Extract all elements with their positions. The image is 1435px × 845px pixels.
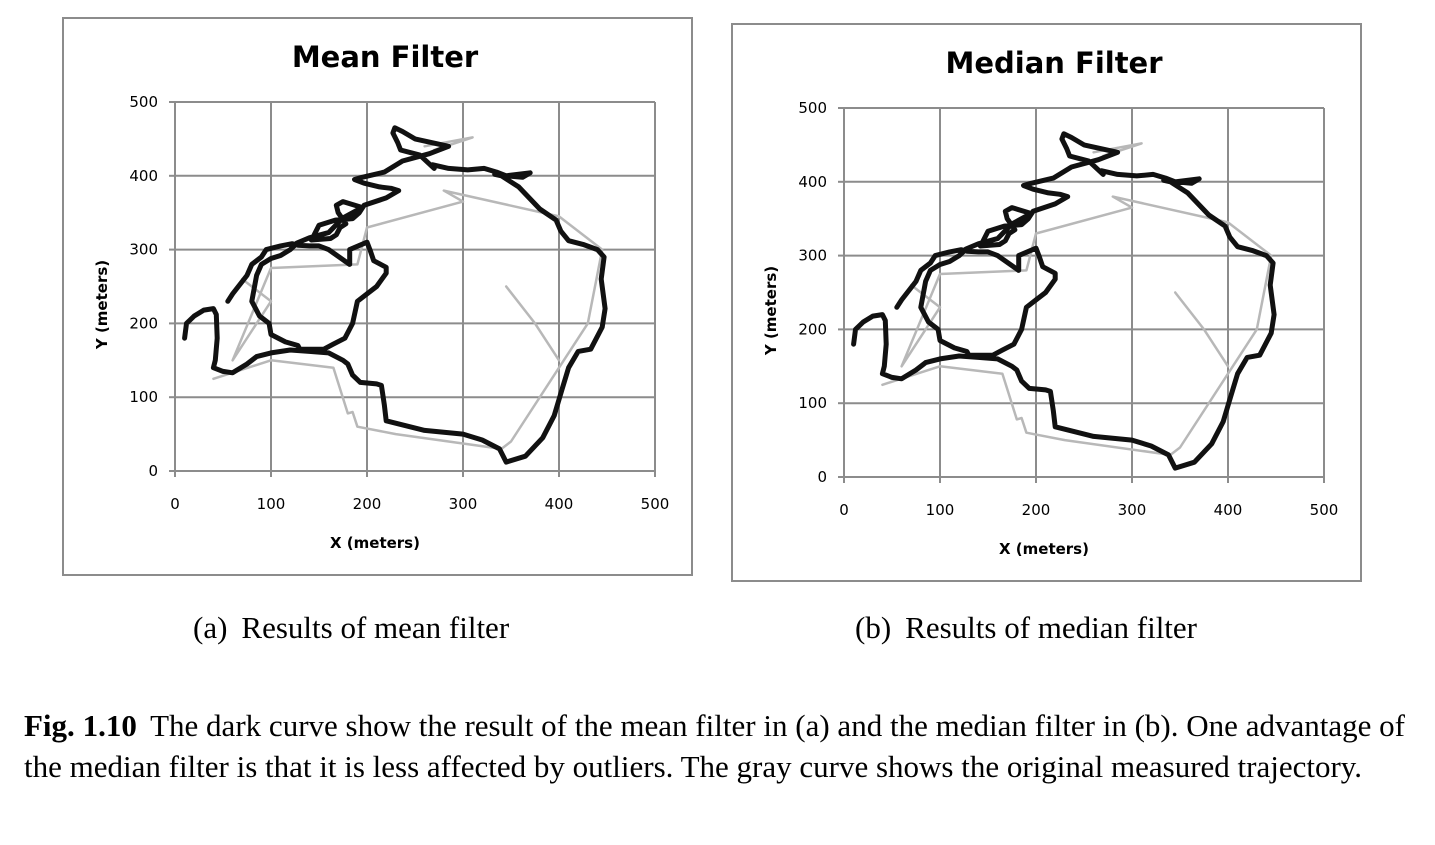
chart-1-x-tick-label: 500 (1310, 501, 1339, 519)
chart-0-y-tick-label: 0 (148, 462, 158, 480)
chart-1-x-tick-label: 100 (926, 501, 955, 519)
subfigure-text-a: Results of mean filter (241, 610, 510, 645)
chart-0-x-tick-label: 500 (641, 495, 670, 513)
subfigure-text-b: Results of median filter (905, 610, 1198, 645)
chart-0-y-tick-label: 200 (129, 314, 158, 332)
figure-caption: Fig. 1.10 The dark curve show the result… (24, 705, 1405, 787)
chart-0-y-tick-label: 500 (129, 93, 158, 111)
chart-1-y-tick-label: 500 (798, 99, 827, 117)
chart-0-x-tick-label: 0 (170, 495, 180, 513)
chart-0-x-axis-label: X (meters) (330, 534, 420, 552)
chart-1-y-tick-label: 100 (798, 394, 827, 412)
subfigure-tag-b: (b) (855, 610, 892, 645)
mean-filter-chart-panel: Mean Filter 0 100 200 300 400 500 0 100 200 300 400… (62, 17, 693, 576)
chart-1-y-axis-label: Y (meters) (762, 266, 780, 356)
chart-0-y-tick-label: 400 (129, 167, 158, 185)
chart-1-y-tick-label: 400 (798, 173, 827, 191)
chart-0-original-trajectory-line (504, 285, 561, 362)
chart-1-x-tick-label: 200 (1022, 501, 1051, 519)
chart-0-x-tick-label: 400 (545, 495, 574, 513)
chart-1-title: Median Filter (945, 46, 1163, 80)
chart-0-y-tick-label: 300 (129, 241, 158, 259)
chart-1-filtered-trajectory-line (851, 131, 1277, 471)
chart-0-filtered-trajectory-line (182, 125, 608, 465)
median-filter-chart-panel: Median Filter 0 100 200 300 400 500 0 100 200 300 4… (731, 23, 1362, 582)
figure-label: Fig. 1.10 (24, 708, 137, 743)
chart-1-y-tick-label: 0 (817, 468, 827, 486)
chart-0-title: Mean Filter (292, 40, 479, 74)
subfigure-caption-a: (a) Results of mean filter (193, 610, 509, 646)
chart-1-x-axis-label: X (meters) (999, 540, 1089, 558)
chart-1-y-tick-label: 200 (798, 320, 827, 338)
chart-0-x-tick-label: 200 (353, 495, 382, 513)
median-filter-chart: Median Filter 0 100 200 300 400 500 0 100 200 300 4… (762, 46, 1339, 558)
chart-1-x-tick-label: 0 (839, 501, 849, 519)
subfigure-tag-a: (a) (193, 610, 228, 645)
subfigure-caption-b: (b) Results of median filter (855, 610, 1197, 646)
chart-0-x-tick-label: 300 (449, 495, 478, 513)
chart-0-original-trajectory-line (212, 189, 604, 451)
chart-0-y-tick-label: 100 (129, 388, 158, 406)
chart-1-original-trajectory-line (1173, 291, 1230, 368)
chart-0-x-tick-label: 100 (257, 495, 286, 513)
chart-0-y-axis-label: Y (meters) (93, 260, 111, 350)
chart-1-y-tick-label: 300 (798, 247, 827, 265)
chart-1-original-trajectory-line (881, 195, 1273, 457)
chart-1-x-tick-label: 400 (1214, 501, 1243, 519)
chart-1-x-tick-label: 300 (1118, 501, 1147, 519)
mean-filter-chart: Mean Filter 0 100 200 300 400 500 0 100 200 300 400… (93, 40, 670, 552)
figure-caption-text: The dark curve show the result of the me… (24, 708, 1405, 784)
